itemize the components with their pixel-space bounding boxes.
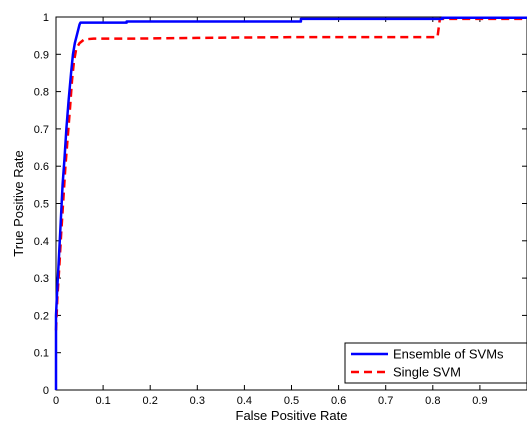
y-tick-label: 0.6 [34,161,49,173]
legend-label: Single SVM [393,365,461,380]
x-tick-label: 0.9 [472,395,487,407]
series-line-ensemble-of-svms [54,16,527,390]
legend-box [344,342,527,384]
series-line-single-svm [54,17,527,331]
x-tick-label: 0.8 [425,395,440,407]
x-tick-label: 0.5 [284,395,299,407]
x-tick-label: 0.6 [331,395,346,407]
x-tick-label: 0.7 [378,395,393,407]
legend: Ensemble of SVMs Single SVM [344,342,527,384]
x-axis-label: False Positive Rate [236,408,348,423]
y-tick-label: 0.3 [34,273,49,285]
plot-frame [55,16,527,391]
y-tick-label: 0.2 [34,310,49,322]
x-tick-label: 0.4 [237,395,252,407]
y-axis-label: True Positive Rate [11,150,26,256]
y-tick-label: 0.5 [34,199,49,211]
y-tick-label: 0.4 [34,236,49,248]
series-layer [54,16,527,390]
y-tick-label: 0.8 [34,87,49,99]
y-tick-label: 0.1 [34,348,49,360]
y-tick-label: 0.9 [34,49,49,61]
legend-label: Ensemble of SVMs [393,347,504,362]
x-tick-label: 0.1 [95,395,110,407]
y-tick-label: 0 [43,385,49,397]
x-tick-label: 0.2 [143,395,158,407]
x-tick-label: 0 [53,395,59,407]
y-tick-label: 1 [43,12,49,24]
x-axis: 0 0.1 0.2 0.3 0.4 0.5 0.6 0.7 0.8 0.9 [53,17,488,407]
y-tick-label: 0.7 [34,124,49,136]
plot-area [55,16,527,391]
x-tick-label: 0.3 [190,395,205,407]
